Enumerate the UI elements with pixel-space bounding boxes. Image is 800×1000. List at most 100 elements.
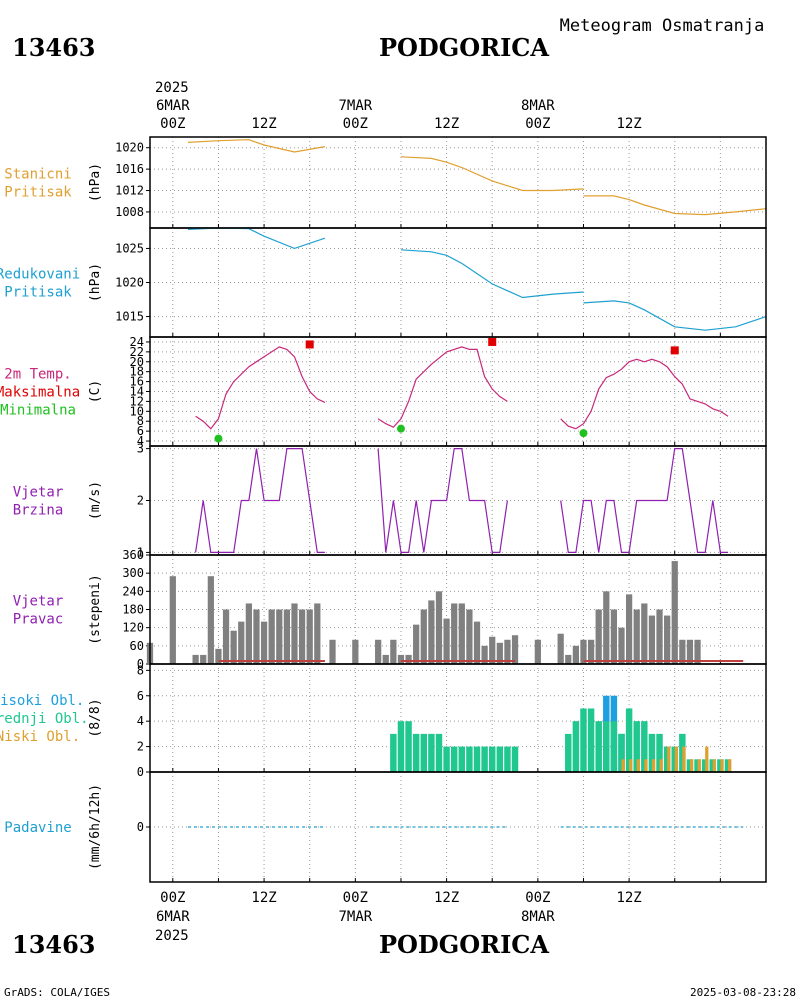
cloud-bar-low [621,759,625,772]
cloud-bar-mid [587,708,595,772]
y-tick-label: 1 [137,545,144,559]
wind-direction-bar [603,591,610,664]
panel-1 [146,136,767,229]
wind-direction-bar [587,639,595,664]
wind-direction-bar [679,639,686,664]
y-tick-label: 24 [130,335,144,349]
y-tick-label: 8 [137,414,144,428]
max-temp-marker [305,340,314,349]
wind-direction-bar [382,654,389,664]
y-axis-label: (m/s) [88,481,103,520]
wind-direction-bar [580,639,587,664]
y-tick-label: 16 [130,375,144,389]
wind-direction-bar [694,639,701,664]
wind-direction-bar [435,591,443,664]
cloud-bar-mid [572,721,580,772]
top-year-label: 2025 [155,80,189,96]
panel-5 [146,554,767,665]
cloud-bar-low [636,759,640,772]
cloud-bar-mid [397,721,405,772]
y-axis-label: (hPa) [88,263,103,302]
cloud-bar-mid [686,759,694,772]
min-temp-marker [396,424,405,433]
y-tick-label: 6 [137,689,144,703]
station-id-bottom: 13463 [12,930,96,959]
wind-direction-bar [207,576,214,664]
series-line [377,346,508,428]
cloud-bar-mid [709,759,716,772]
wind-direction-bar [565,654,572,664]
cloud-bar-mid [504,746,511,772]
y-axis-label: (8/8) [88,698,103,737]
cloud-bar-mid [458,746,466,772]
y-tick-label: 1015 [115,310,144,324]
panel-title: Minimalna [0,403,76,419]
y-tick-label: 1008 [115,205,144,219]
panel-title: Pritisak [4,285,72,301]
wind-direction-bar [671,561,678,664]
y-tick-label: 22 [130,345,144,359]
cloud-bar-low [727,759,732,772]
wind-direction-bar [572,645,579,664]
cloud-bar-mid [580,708,587,772]
y-tick-label: 360 [122,548,144,562]
wind-direction-bar [489,636,496,664]
panel-title: Maksimalna [0,385,80,401]
wind-direction-bar [245,603,252,664]
series-line [560,358,729,430]
wind-direction-bar [618,627,625,664]
y-tick-label: 1012 [115,184,144,198]
wind-direction-bar [504,639,511,664]
y-tick-label: 1020 [115,141,144,155]
wind-direction-bar [314,603,321,664]
wind-direction-bar [329,639,336,664]
cloud-bar-low [667,746,671,772]
wind-direction-bar [686,639,694,664]
y-tick-label: 20 [130,355,144,369]
wind-direction-bar [511,635,519,664]
series-line [583,195,767,216]
min-temp-marker [214,434,223,443]
cloud-bar-mid [595,721,602,772]
cloud-bar-mid [603,721,610,772]
y-axis-label: (C) [88,380,103,403]
y-tick-label: 2 [137,740,144,754]
wind-direction-bar [397,654,405,664]
wind-direction-bar [405,654,412,664]
cloud-bar-low [712,759,716,772]
wind-direction-bar [222,609,230,664]
wind-direction-bar [648,615,656,664]
cloud-bar-low [644,759,648,772]
panel-3 [146,336,767,447]
day-label-top: 7MAR [338,98,372,114]
wind-direction-bar [633,609,640,664]
day-label-bottom: 6MAR [156,909,190,925]
panel-frame [149,136,767,229]
station-name-top: PODGORICA [379,33,549,62]
y-tick-label: 300 [122,566,144,580]
hour-label-top: 12Z [434,116,459,132]
station-id-top: 13463 [12,33,96,62]
panel-title: Niski Obl. [0,729,80,745]
hour-label-top: 12Z [616,116,641,132]
wind-direction-bar [610,609,618,664]
wind-direction-bar [192,654,199,664]
cloud-bar-mid [428,733,435,772]
panels: 1008101210161020(hPa)StanicniPritisak101… [0,98,767,925]
series-line [400,249,584,299]
cloud-bar-mid [435,733,443,772]
cloud-bar-low [705,746,709,772]
min-temp-marker [579,429,588,438]
y-tick-label: 2 [137,494,144,508]
cloud-bar-low [651,759,656,772]
series-line [583,300,767,331]
product-title: Meteogram Osmatranja [560,16,765,36]
cloud-bar-mid [466,746,473,772]
cloud-bar-low [720,759,724,772]
y-tick-label: 3 [137,442,144,456]
wind-direction-bar [443,618,450,664]
cloud-bar-low [659,759,663,772]
y-tick-label: 1025 [115,241,144,255]
hour-label-bottom: 00Z [160,890,185,906]
y-tick-label: 10 [130,404,144,418]
